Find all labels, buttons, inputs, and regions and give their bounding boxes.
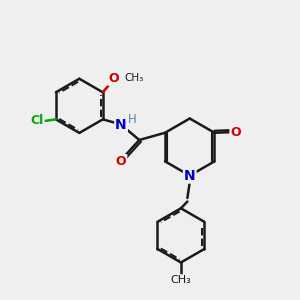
Text: CH₃: CH₃ xyxy=(124,73,143,82)
Text: N: N xyxy=(115,118,127,132)
Text: O: O xyxy=(108,72,119,85)
Text: Cl: Cl xyxy=(30,114,43,127)
Text: O: O xyxy=(230,126,241,139)
Text: CH₃: CH₃ xyxy=(170,275,191,285)
Text: H: H xyxy=(128,113,136,126)
Text: N: N xyxy=(184,169,196,183)
Text: O: O xyxy=(116,155,126,168)
